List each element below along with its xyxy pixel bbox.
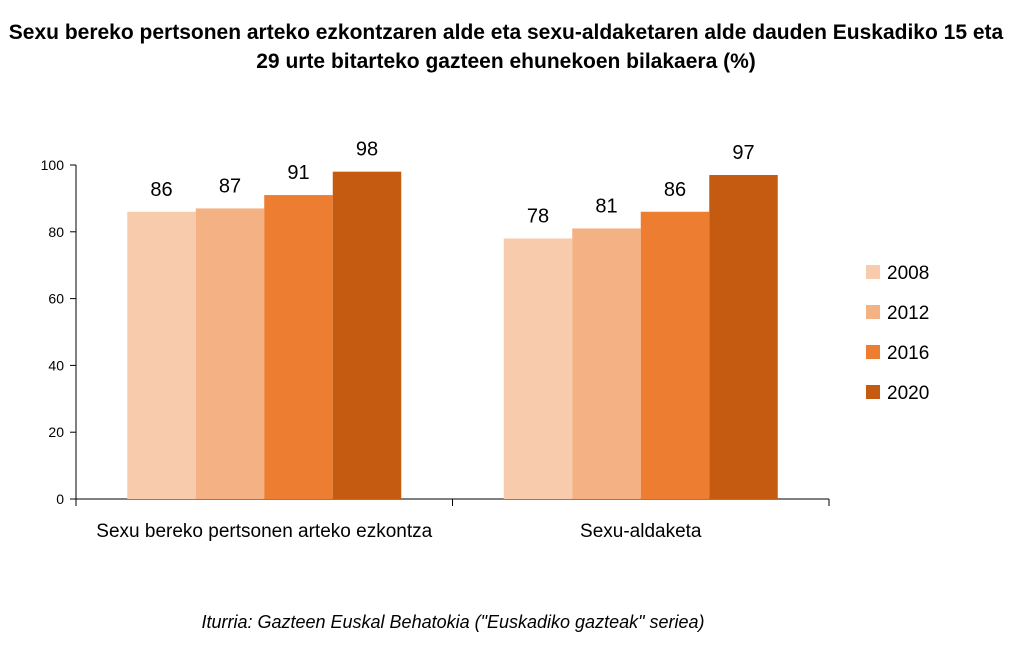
bar-2020 <box>709 175 778 499</box>
bar-2008 <box>127 211 196 499</box>
bar-2016 <box>264 195 333 499</box>
legend-swatch-2012 <box>866 305 880 319</box>
data-label: 86 <box>150 179 172 201</box>
y-tick-label: 100 <box>41 157 65 173</box>
legend-label: 2016 <box>887 343 929 364</box>
x-tick-label: Sexu-aldaketa <box>580 521 702 542</box>
x-tick-label: Sexu bereko pertsonen arteko ezkontza <box>96 521 432 542</box>
data-label: 98 <box>356 139 378 161</box>
y-tick-label: 40 <box>48 357 64 373</box>
chart-title: Sexu bereko pertsonen arteko ezkontzaren… <box>8 21 1004 73</box>
data-label: 91 <box>287 162 309 184</box>
bar-2008 <box>503 238 573 500</box>
y-tick-label: 80 <box>48 224 64 240</box>
y-tick-label: 60 <box>48 291 64 307</box>
legend-label: 2020 <box>887 383 929 404</box>
data-label: 81 <box>595 195 617 217</box>
legend-swatch-2008 <box>866 265 880 279</box>
legend-label: 2012 <box>887 303 929 324</box>
data-label: 86 <box>664 179 686 201</box>
bar-2020 <box>332 171 402 499</box>
data-label: 97 <box>732 142 754 164</box>
bar-2012 <box>195 208 265 500</box>
bar-2016 <box>640 211 710 499</box>
bar-2012 <box>572 228 641 499</box>
data-label: 87 <box>219 175 241 197</box>
data-label: 78 <box>527 205 549 227</box>
y-tick-label: 0 <box>56 491 64 507</box>
legend-swatch-2016 <box>866 345 880 359</box>
legend-label: 2008 <box>887 263 929 284</box>
chart-source: Iturria: Gazteen Euskal Behatokia ("Eusk… <box>201 612 705 632</box>
y-tick-label: 20 <box>48 424 64 440</box>
legend-swatch-2020 <box>866 385 880 399</box>
